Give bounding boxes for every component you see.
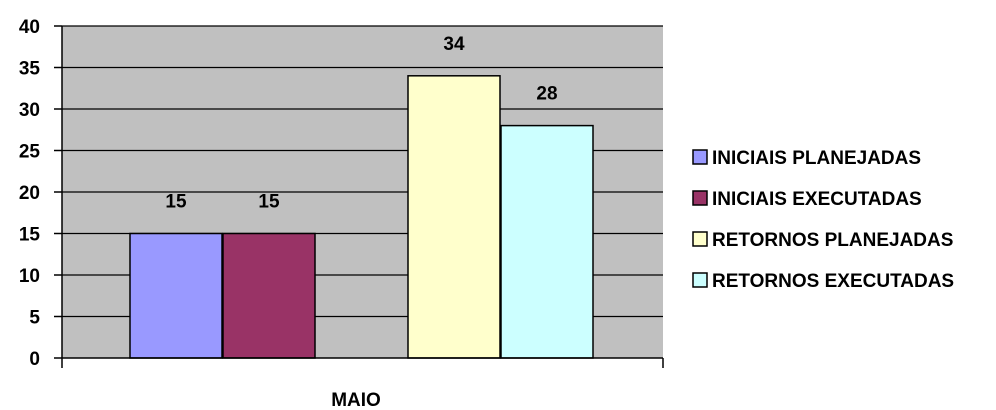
legend-label: RETORNOS PLANEJADAS [712,230,953,251]
legend-swatch [692,190,708,206]
bar-iniciais-executadas [222,232,316,359]
y-tick-label: 10 [19,266,40,287]
y-tick-label: 25 [19,142,41,163]
y-tick-label: 0 [29,349,40,370]
legend-swatch [692,231,708,247]
y-tick-label: 35 [19,59,41,80]
y-tick-label: 40 [19,17,40,38]
data-labels: 15 15 34 28 [165,34,557,213]
x-category-label: MAIO [331,390,381,410]
bar-retornos-planejadas [407,75,501,359]
bar-retornos-executadas [500,124,594,359]
legend: INICIAIS PLANEJADAS INICIAIS EXECUTADAS RE… [692,148,954,292]
legend-swatch [692,149,708,165]
legend-swatch [692,272,708,288]
bar-iniciais-planejadas [129,232,223,359]
legend-label: INICIAIS EXECUTADAS [712,189,922,210]
y-tick-label: 20 [19,183,40,204]
y-tick-label: 30 [19,100,40,121]
bars [129,75,594,359]
y-axis-tick-labels: 0 5 10 15 20 25 30 35 40 [19,17,62,370]
y-tick-label: 15 [19,225,41,246]
legend-label: RETORNOS EXECUTADAS [712,271,954,292]
data-label: 15 [165,192,187,213]
data-label: 28 [536,84,557,105]
data-label: 34 [443,34,465,55]
legend-label: INICIAIS PLANEJADAS [712,148,921,169]
data-label: 15 [258,192,280,213]
y-tick-label: 5 [29,308,40,329]
